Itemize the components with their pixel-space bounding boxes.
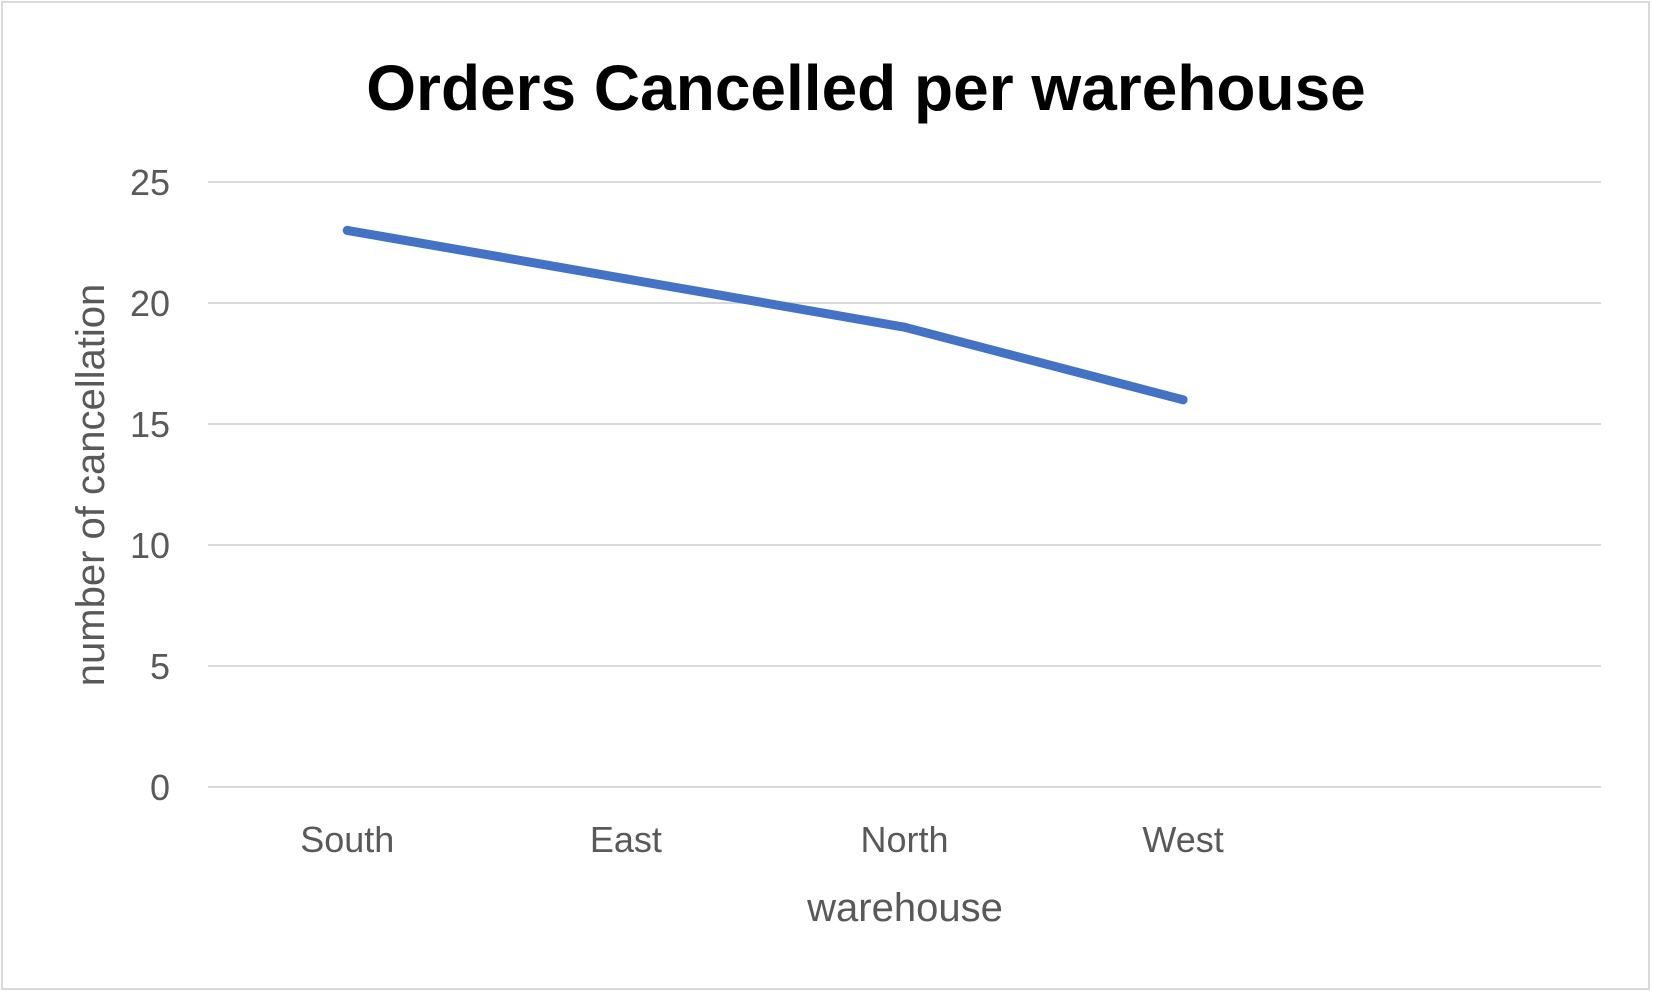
y-tick-label: 25 (130, 162, 170, 203)
x-tick-label-east: East (590, 819, 662, 860)
y-tick-label: 10 (130, 525, 170, 566)
y-tick-label: 15 (130, 404, 170, 445)
series-layer (342, 225, 1188, 405)
data-point-north (900, 322, 909, 332)
data-point-west (1178, 395, 1188, 405)
x-tick-label-north: North (860, 819, 948, 860)
x-axis-ticks: South East North West (300, 819, 1224, 860)
data-point-south (342, 225, 352, 235)
x-tick-label-south: South (300, 819, 394, 860)
x-tick-label-west: West (1142, 819, 1223, 860)
series-line-0 (342, 225, 1188, 405)
x-axis-title: warehouse (806, 886, 1003, 930)
data-point-east (621, 274, 631, 284)
y-tick-label: 20 (130, 283, 170, 324)
chart-title: Orders Cancelled per warehouse (366, 52, 1366, 124)
y-axis-ticks: 0 5 10 15 20 25 (130, 162, 170, 808)
gridlines (208, 181, 1601, 788)
y-tick-label: 5 (150, 646, 170, 687)
y-axis-title: number of cancellation (69, 284, 113, 686)
y-tick-label: 0 (150, 767, 170, 808)
